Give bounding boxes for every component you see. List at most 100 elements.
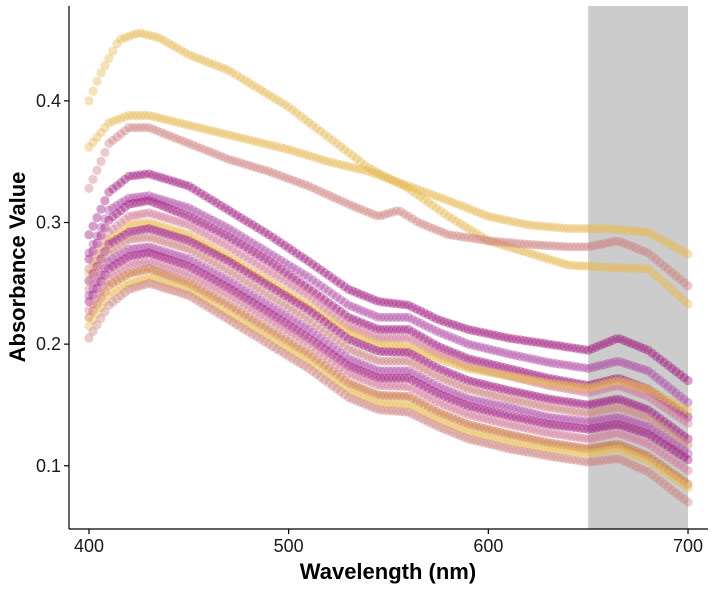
series-12 <box>84 256 693 476</box>
data-point <box>132 226 142 236</box>
data-point <box>280 276 290 286</box>
data-point <box>348 380 358 390</box>
data-point <box>487 381 497 392</box>
y-tick-label: 0.2 <box>36 334 61 354</box>
series-4 <box>84 191 693 408</box>
data-point <box>336 348 346 358</box>
data-point <box>395 312 406 322</box>
data-point <box>164 224 174 234</box>
data-point <box>607 358 617 368</box>
data-point <box>196 268 206 278</box>
data-point <box>471 356 481 366</box>
data-point <box>527 441 537 451</box>
data-point <box>619 263 629 273</box>
data-point <box>619 238 629 248</box>
data-point <box>172 177 182 187</box>
data-point <box>180 219 190 229</box>
data-point <box>523 415 533 425</box>
data-point <box>523 239 533 249</box>
data-point <box>244 269 254 279</box>
data-point <box>168 225 178 235</box>
data-point <box>156 113 166 123</box>
data-point <box>495 383 505 393</box>
data-point <box>236 273 246 283</box>
data-point <box>495 369 505 379</box>
data-point <box>300 270 310 280</box>
data-point <box>507 412 517 422</box>
data-point <box>324 378 334 388</box>
data-point <box>308 318 318 328</box>
data-point <box>439 366 449 376</box>
data-point <box>571 343 581 353</box>
data-point <box>655 447 665 457</box>
data-point <box>547 403 557 413</box>
data-point <box>599 384 609 394</box>
data-point <box>260 322 270 332</box>
data-point <box>651 271 661 281</box>
data-point <box>200 191 210 201</box>
data-point <box>487 390 497 400</box>
data-point <box>651 411 661 421</box>
data-point <box>635 363 645 373</box>
data-point <box>272 271 282 281</box>
data-point <box>260 305 270 315</box>
data-point <box>463 427 473 437</box>
data-point <box>156 252 166 262</box>
data-point <box>395 399 406 409</box>
data-point <box>383 298 394 308</box>
data-point <box>88 315 98 325</box>
data-point <box>631 425 641 435</box>
data-point <box>511 438 521 448</box>
data-point <box>192 234 202 244</box>
data-point <box>268 92 278 102</box>
data-point <box>491 441 501 451</box>
data-point <box>467 233 477 243</box>
data-point <box>292 108 302 118</box>
data-point <box>499 362 509 373</box>
data-point <box>523 220 533 230</box>
data-point <box>208 215 218 225</box>
data-point <box>120 281 130 291</box>
data-point <box>224 130 234 140</box>
data-point <box>615 263 625 273</box>
data-point <box>455 406 465 416</box>
data-point <box>499 384 509 394</box>
data-point <box>196 292 206 302</box>
data-point <box>591 224 601 234</box>
data-point <box>336 328 346 338</box>
data-point <box>268 317 278 327</box>
data-point <box>336 372 346 382</box>
data-point <box>172 232 182 242</box>
data-point <box>543 222 553 232</box>
data-point <box>200 56 210 66</box>
data-point <box>587 448 597 458</box>
data-point <box>551 395 561 405</box>
data-point <box>252 259 262 269</box>
data-point <box>559 383 569 393</box>
data-point <box>587 224 597 234</box>
data-point <box>443 367 453 378</box>
data-point <box>128 251 138 261</box>
data-point <box>455 231 465 242</box>
data-point <box>128 277 138 287</box>
data-point <box>359 206 370 216</box>
data-point <box>367 310 378 320</box>
data-point <box>619 377 629 387</box>
data-point <box>168 198 178 208</box>
data-point <box>328 332 338 342</box>
data-point <box>523 407 533 417</box>
data-point <box>603 430 613 440</box>
data-point <box>547 255 557 265</box>
data-point <box>228 155 238 166</box>
data-point <box>551 382 561 392</box>
data-point <box>479 235 489 245</box>
data-point <box>196 188 206 198</box>
data-point <box>120 196 130 206</box>
data-point <box>272 235 282 245</box>
data-point <box>244 288 254 298</box>
data-point <box>284 320 294 330</box>
data-point <box>391 373 402 383</box>
data-point <box>467 205 477 215</box>
data-point <box>216 219 226 229</box>
data-point <box>340 382 350 392</box>
